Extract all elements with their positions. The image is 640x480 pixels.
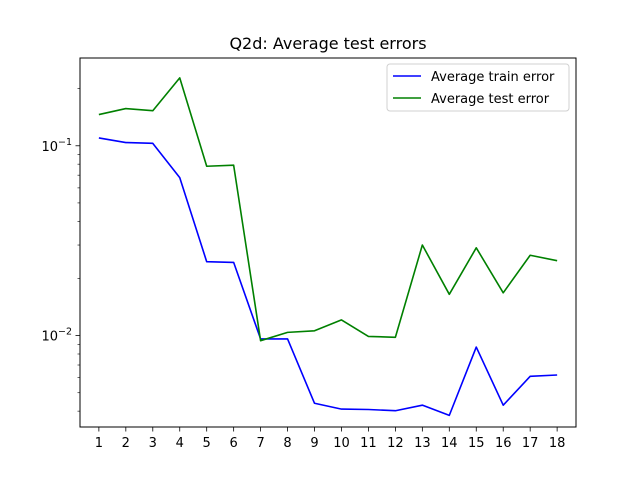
- x-tick-label: 11: [360, 436, 377, 451]
- x-tick-label: 6: [230, 436, 238, 451]
- x-tick-label: 4: [176, 436, 184, 451]
- x-tick-label: 15: [468, 436, 485, 451]
- x-tick-label: 17: [522, 436, 539, 451]
- x-tick-label: 3: [149, 436, 157, 451]
- x-tick-label: 9: [310, 436, 318, 451]
- x-tick-label: 1: [95, 436, 103, 451]
- series-line-1: [98, 137, 558, 417]
- x-tick-label: 8: [283, 436, 291, 451]
- legend: Average train error Average test error: [386, 63, 570, 112]
- x-tick-label: 10: [333, 436, 350, 451]
- legend-label: Average test error: [431, 92, 550, 107]
- x-tick-label: 2: [122, 436, 130, 451]
- legend-label: Average train error: [431, 70, 555, 85]
- y-tick-label: 10−1: [41, 137, 72, 155]
- y-tick-label: 10−2: [41, 327, 72, 345]
- axes-frame: [79, 57, 577, 428]
- x-tick-label: 5: [203, 436, 211, 451]
- x-tick-label: 14: [441, 436, 458, 451]
- x-tick-label: 16: [495, 436, 512, 451]
- x-tick-label: 12: [387, 436, 404, 451]
- chart-title: Q2d: Average test errors: [229, 34, 426, 53]
- series-line-2: [98, 77, 558, 342]
- legend-box: [386, 63, 570, 112]
- x-tick-label: 18: [549, 436, 566, 451]
- x-tick-label: 13: [414, 436, 431, 451]
- x-tick-label: 7: [256, 436, 264, 451]
